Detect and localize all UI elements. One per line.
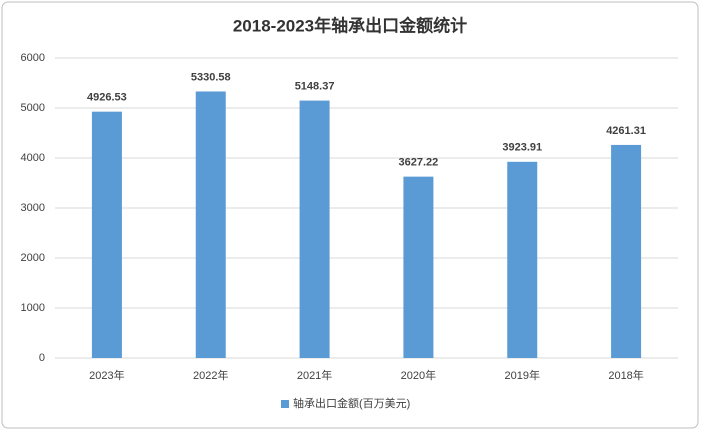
legend-swatch — [281, 400, 289, 408]
x-tick-label: 2018年 — [608, 368, 643, 382]
chart-title: 2018-2023年轴承出口金额统计 — [233, 15, 467, 35]
y-tick-label: 6000 — [21, 52, 45, 64]
bar — [507, 161, 538, 358]
y-tick-label: 2000 — [21, 252, 45, 264]
bar — [403, 176, 434, 358]
x-tick-label: 2019年 — [505, 368, 540, 382]
y-tick-label: 1000 — [21, 302, 45, 314]
y-tick-label: 4000 — [21, 152, 45, 164]
value-label: 3923.91 — [502, 142, 542, 154]
x-tick-label: 2020年 — [401, 368, 436, 382]
value-label: 3627.22 — [399, 157, 439, 169]
bar — [91, 111, 122, 359]
value-label: 5330.58 — [191, 71, 231, 83]
x-tick-label: 2023年 — [89, 368, 124, 382]
legend-label: 轴承出口金额(百万美元) — [293, 396, 410, 410]
bar — [299, 100, 330, 359]
bar — [195, 91, 226, 358]
y-tick-label: 5000 — [21, 102, 45, 114]
value-label: 4261.31 — [606, 125, 646, 137]
x-tick-label: 2022年 — [193, 368, 228, 382]
y-tick-label: 0 — [39, 352, 45, 364]
bar — [611, 144, 642, 358]
y-tick-label: 3000 — [21, 202, 45, 214]
x-tick-label: 2021年 — [297, 368, 332, 382]
value-label: 4926.53 — [87, 92, 127, 104]
value-label: 5148.37 — [295, 80, 335, 92]
